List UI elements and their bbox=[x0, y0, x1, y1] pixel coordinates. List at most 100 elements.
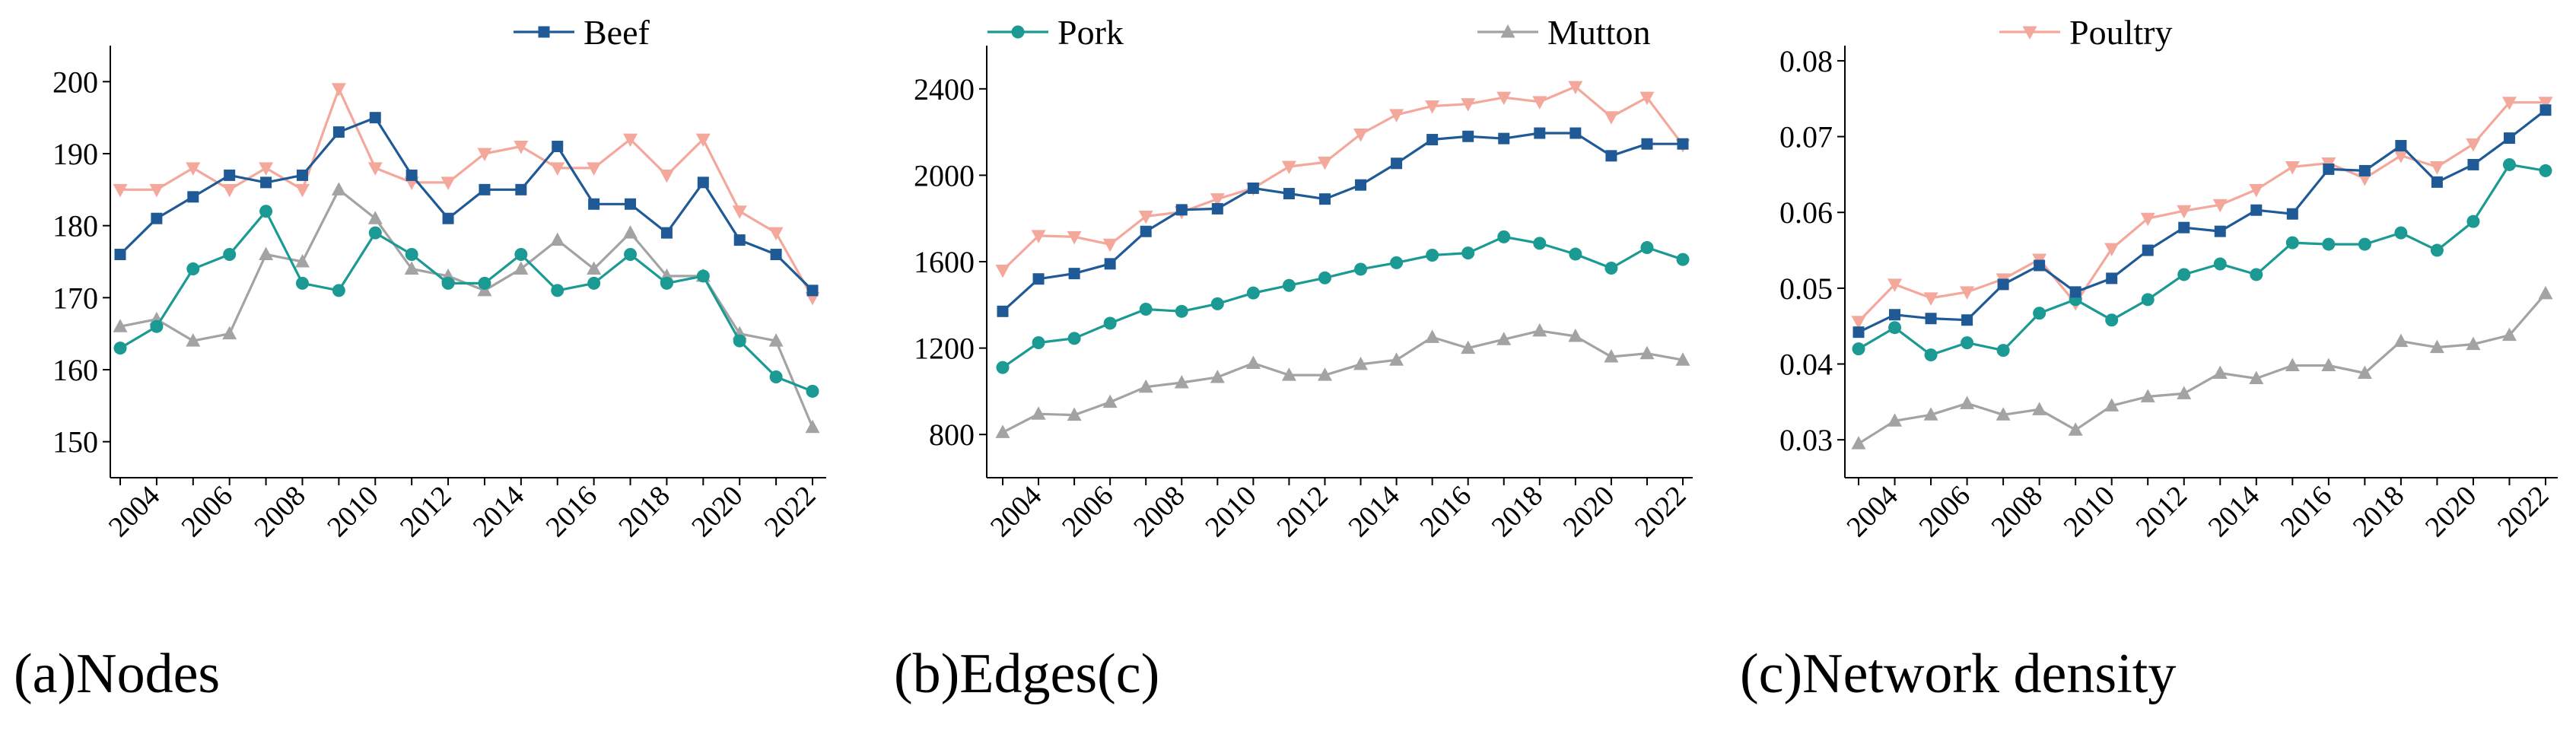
edges-poultry-point-2013 bbox=[1353, 128, 1369, 142]
nodes-xtick-label-2018: 2018 bbox=[612, 480, 676, 543]
edges-ytick-label-1600: 1600 bbox=[914, 245, 975, 279]
density-beef-point-2017 bbox=[2358, 164, 2371, 176]
density-poultry-point-2011 bbox=[2140, 212, 2155, 227]
edges-mutton-point-2011 bbox=[1281, 367, 1296, 381]
edges-mutton-point-2019 bbox=[1568, 328, 1583, 342]
density-series-pork bbox=[1852, 157, 2552, 362]
density-pork-point-2005 bbox=[1924, 348, 1938, 362]
density-mutton-point-2016 bbox=[2321, 358, 2336, 372]
nodes-xtick-label-2022: 2022 bbox=[758, 480, 822, 543]
density-mutton-point-2007 bbox=[1996, 407, 2011, 421]
edges-poultry-line bbox=[1001, 85, 1684, 272]
density-poultry-point-2003 bbox=[1851, 316, 1866, 329]
edges-beef-point-2013 bbox=[1355, 179, 1367, 191]
density-mutton-point-2017 bbox=[2357, 365, 2372, 379]
edges-beef-point-2005 bbox=[1068, 268, 1080, 280]
nodes-pork-point-2011 bbox=[405, 248, 418, 262]
nodes-pork-point-2019 bbox=[696, 269, 710, 283]
edges-legend: Pork Mutton bbox=[987, 13, 1650, 52]
density-xtick-label-2012: 2012 bbox=[2130, 480, 2193, 543]
nodes-xtick-label-2006: 2006 bbox=[176, 480, 239, 543]
nodes-beef-point-2011 bbox=[405, 169, 418, 181]
nodes-mutton-point-2017 bbox=[623, 225, 638, 239]
nodes-poultry-point-2020 bbox=[732, 205, 747, 219]
nodes-beef-point-2018 bbox=[660, 227, 673, 239]
density-poultry-point-2022 bbox=[2538, 97, 2553, 110]
edges-beef-point-2014 bbox=[1391, 157, 1403, 170]
edges-mutton-point-2007 bbox=[1138, 379, 1153, 393]
nodes-pork-point-2020 bbox=[733, 334, 746, 348]
nodes-caption: (a)Nodes bbox=[14, 643, 220, 705]
nodes-pork-point-2014 bbox=[514, 248, 528, 262]
density-beef-point-2006 bbox=[1961, 314, 1973, 326]
edges-pork-point-2017 bbox=[1497, 230, 1511, 243]
density-xtick-label-2020: 2020 bbox=[2419, 480, 2482, 543]
density-pork-point-2022 bbox=[2539, 164, 2552, 177]
edges-mutton-point-2021 bbox=[1639, 345, 1655, 360]
nodes-pork-point-2005 bbox=[186, 262, 200, 275]
nodes-poultry-point-2009 bbox=[331, 83, 346, 97]
nodes-series-pork bbox=[113, 205, 819, 398]
nodes-xtick-label-2008: 2008 bbox=[248, 480, 311, 543]
nodes-mutton-point-2021 bbox=[768, 333, 784, 347]
density-legend-poultry-marker bbox=[2022, 26, 2037, 40]
density-beef-point-2020 bbox=[2467, 158, 2479, 170]
edges-pork-point-2019 bbox=[1569, 247, 1582, 261]
density-series-mutton bbox=[1851, 285, 2553, 450]
edges-pork-point-2012 bbox=[1318, 271, 1331, 284]
edges-beef-point-2004 bbox=[1032, 273, 1045, 285]
density-pork-point-2012 bbox=[2177, 268, 2191, 281]
nodes-beef-point-2005 bbox=[187, 191, 199, 203]
nodes-xtick-label-2004: 2004 bbox=[103, 480, 166, 543]
density-poultry-point-2006 bbox=[1960, 286, 1975, 300]
density-poultry-point-2013 bbox=[2212, 199, 2228, 213]
edges-beef-point-2021 bbox=[1641, 138, 1653, 150]
nodes-beef-point-2012 bbox=[442, 212, 454, 224]
edges-beef-point-2008 bbox=[1175, 204, 1188, 216]
edges-beef-point-2017 bbox=[1498, 132, 1510, 145]
edges-ytick-label-2000: 2000 bbox=[914, 158, 975, 192]
edges-pork-point-2008 bbox=[1175, 304, 1188, 318]
nodes-poultry-point-2019 bbox=[695, 133, 711, 148]
density-pork-point-2020 bbox=[2466, 215, 2480, 228]
density-ytick-label-0-07: 0.07 bbox=[1779, 120, 1833, 154]
edges-pork-point-2011 bbox=[1282, 278, 1296, 292]
edges-mutton-point-2009 bbox=[1210, 369, 1225, 383]
density-pork-point-2016 bbox=[2322, 237, 2336, 251]
edges-ytick-label-2400: 2400 bbox=[914, 72, 975, 106]
nodes-poultry-point-2018 bbox=[659, 169, 674, 183]
edges-mutton-point-2008 bbox=[1174, 375, 1189, 389]
nodes-legend: Beef bbox=[514, 13, 650, 52]
density-mutton-point-2008 bbox=[2032, 402, 2047, 415]
density-series-beef bbox=[1852, 104, 2552, 338]
edges-pork-point-2010 bbox=[1246, 286, 1260, 300]
edges-xtick-label-2020: 2020 bbox=[1557, 480, 1620, 543]
edges-poultry-point-2006 bbox=[1102, 238, 1118, 253]
edges-poultry-point-2017 bbox=[1496, 91, 1512, 106]
density-series-poultry bbox=[1851, 97, 2553, 329]
density-beef-point-2007 bbox=[1997, 278, 2009, 291]
nodes-beef-point-2008 bbox=[296, 169, 308, 181]
edges-pork-point-2006 bbox=[1103, 316, 1117, 330]
density-ytick-label-0-05: 0.05 bbox=[1779, 272, 1833, 306]
density-mutton-point-2012 bbox=[2177, 386, 2192, 399]
nodes-poultry-point-2003 bbox=[113, 183, 128, 198]
nodes-ytick-label-180: 180 bbox=[52, 209, 98, 243]
edges-xtick-label-2018: 2018 bbox=[1486, 480, 1549, 543]
edges-series-beef bbox=[997, 127, 1689, 317]
nodes-pork-point-2003 bbox=[113, 342, 127, 355]
nodes-pork-point-2015 bbox=[551, 284, 564, 297]
nodes-beef-point-2013 bbox=[479, 183, 491, 195]
edges-poultry-point-2014 bbox=[1389, 109, 1404, 122]
density-beef-point-2014 bbox=[2250, 204, 2263, 216]
nodes-series-beef bbox=[114, 112, 819, 297]
density-mutton-point-2013 bbox=[2212, 365, 2228, 379]
edges-poultry-point-2007 bbox=[1138, 210, 1153, 224]
density-xtick-label-2008: 2008 bbox=[1986, 480, 2049, 543]
density-beef-point-2022 bbox=[2539, 104, 2552, 116]
nodes-beef-point-2014 bbox=[515, 183, 527, 195]
nodes-series-poultry bbox=[113, 83, 820, 306]
density-pork-point-2008 bbox=[2033, 307, 2046, 320]
density-pork-point-2004 bbox=[1888, 321, 1902, 335]
density-xtick-label-2022: 2022 bbox=[2492, 480, 2555, 543]
